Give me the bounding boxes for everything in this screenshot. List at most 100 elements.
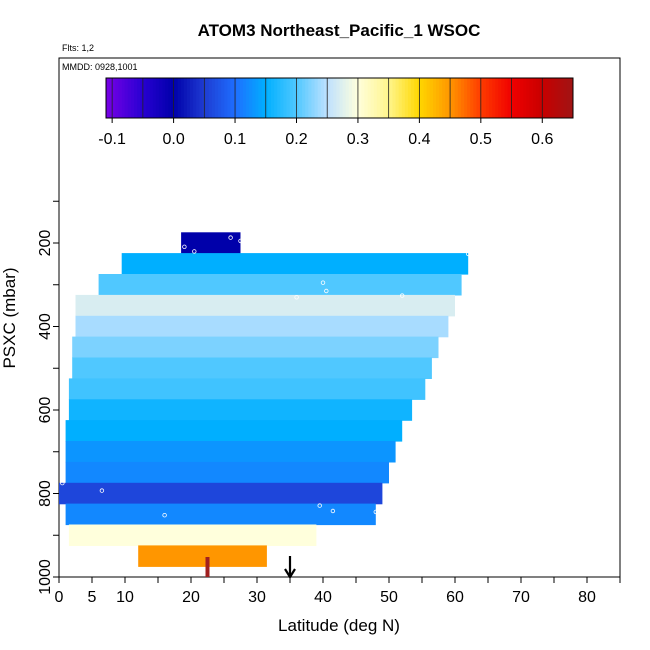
colorbar-segment — [224, 78, 228, 118]
colorbar-segment — [152, 78, 157, 118]
colorbar-segment — [423, 78, 428, 118]
colorbar-segment — [261, 78, 266, 118]
colorbar-segment — [504, 78, 509, 118]
colorbar-segment — [473, 78, 477, 118]
colorbar-segment — [168, 78, 172, 118]
colorbar-segment — [239, 78, 244, 118]
colorbar-segment — [373, 78, 378, 118]
colorbar-segment — [457, 78, 462, 118]
heatmap-bin-550 — [68, 378, 426, 400]
colorbar-segment — [492, 78, 496, 118]
flight-markers — [60, 235, 471, 518]
y-tick-label: 200 — [37, 230, 54, 257]
colorbar-segment — [351, 78, 356, 118]
colorbar-segment — [177, 78, 182, 118]
colorbar-segment — [451, 78, 456, 118]
colorbar-segment — [211, 78, 216, 118]
colorbar-tick-label: 0.2 — [285, 131, 307, 148]
colorbar-segment — [274, 78, 278, 118]
colorbar-segment — [143, 78, 147, 118]
colorbar-segment — [479, 78, 484, 118]
colorbar-segment — [379, 78, 384, 118]
colorbar-segment — [442, 78, 446, 118]
colorbar-segment — [389, 78, 393, 118]
colorbar-segment — [470, 78, 474, 118]
colorbar-segment — [523, 78, 527, 118]
heatmap-bin-650 — [65, 420, 403, 442]
y-axis-label: PSXC (mbar) — [0, 267, 19, 368]
colorbar-segment — [308, 78, 312, 118]
x-tick-label: 70 — [512, 589, 530, 606]
latitude-bar — [205, 557, 210, 577]
colorbar-segment — [495, 78, 499, 118]
colorbar-segment — [411, 78, 415, 118]
colorbar-segment — [333, 78, 337, 118]
colorbar-tick-label: 0.4 — [408, 131, 430, 148]
colorbar-segment — [439, 78, 443, 118]
colorbar-segment — [302, 78, 306, 118]
colorbar-segment — [186, 78, 191, 118]
colorbar-segment — [246, 78, 250, 118]
heatmap-bin-500 — [72, 357, 432, 379]
colorbar-tick-label: 0.5 — [470, 131, 492, 148]
colorbar-segment — [330, 78, 334, 118]
flight-marker — [192, 249, 197, 254]
colorbar-segment — [264, 78, 269, 118]
colorbar-segment — [454, 78, 459, 118]
x-tick-label: 10 — [116, 589, 134, 606]
flight-marker — [60, 480, 65, 486]
colorbar-segment — [560, 78, 565, 118]
heatmap-layer — [59, 232, 469, 567]
flight-marker — [400, 293, 405, 298]
colorbar-segment — [460, 78, 465, 118]
colorbar-segment — [336, 78, 340, 118]
y-tick-label: 600 — [37, 397, 54, 424]
flights-label: Flts: 1,2 — [62, 43, 94, 53]
colorbar-segment — [255, 78, 259, 118]
colorbar-segment — [520, 78, 524, 118]
colorbar-segment — [271, 78, 275, 118]
dates-label: MMDD: 0928,1001 — [62, 62, 138, 72]
x-axis-label: Latitude (deg N) — [278, 616, 400, 635]
colorbar-segment — [510, 78, 515, 118]
colorbar-tick-label: -0.1 — [98, 131, 126, 148]
colorbar-segment — [227, 78, 231, 118]
colorbar-segment — [205, 78, 210, 118]
colorbar-segment — [395, 78, 400, 118]
colorbar-segment — [464, 78, 468, 118]
colorbar-segment — [320, 78, 325, 118]
colorbar-segment — [162, 78, 166, 118]
colorbar-segment — [551, 78, 555, 118]
colorbar-segment — [137, 78, 141, 118]
latitude-indicators — [205, 556, 296, 580]
colorbar-segment — [532, 78, 537, 118]
colorbar-segment — [236, 78, 241, 118]
colorbar-tick-label: 0.1 — [224, 131, 246, 148]
y-axis: 200 400 600 800 1000 — [37, 200, 59, 595]
colorbar-segment — [112, 78, 116, 118]
colorbar — [105, 77, 574, 123]
colorbar-segment — [432, 78, 437, 118]
x-tick-label: 30 — [248, 589, 266, 606]
colorbar-segment — [407, 78, 412, 118]
colorbar-segment — [155, 78, 160, 118]
colorbar-segment — [404, 78, 409, 118]
colorbar-segment — [292, 78, 297, 118]
colorbar-segment — [134, 78, 138, 118]
colorbar-segment — [436, 78, 440, 118]
heatmap-bin-400 — [75, 315, 449, 338]
x-tick-label: 20 — [182, 589, 200, 606]
colorbar-segment — [124, 78, 129, 118]
colorbar-frame — [105, 77, 574, 119]
colorbar-segment — [121, 78, 126, 118]
colorbar-segment — [507, 78, 512, 118]
colorbar-segment — [221, 78, 225, 118]
colorbar-segment — [127, 78, 132, 118]
x-tick-label: 80 — [578, 589, 596, 606]
colorbar-segment — [358, 78, 362, 118]
flight-marker — [238, 238, 243, 244]
colorbar-segment — [317, 78, 322, 118]
colorbar-tick-label: 0.0 — [162, 131, 184, 148]
colorbar-segment — [370, 78, 375, 118]
colorbar-segment — [115, 78, 119, 118]
